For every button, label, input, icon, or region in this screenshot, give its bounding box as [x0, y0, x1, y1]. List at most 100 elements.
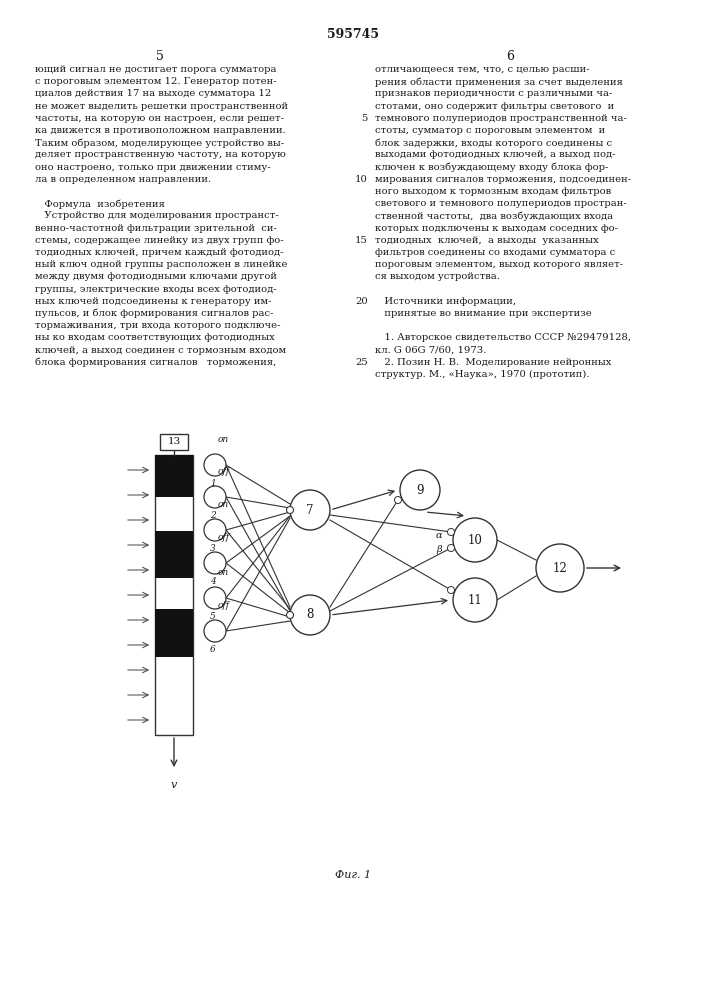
- Text: 12: 12: [553, 562, 568, 574]
- Text: мирования сигналов торможения, подсоединен-: мирования сигналов торможения, подсоедин…: [375, 175, 631, 184]
- Text: ла в определенном направлении.: ла в определенном направлении.: [35, 175, 211, 184]
- Circle shape: [204, 552, 226, 574]
- Circle shape: [204, 519, 226, 541]
- Text: которых подключены к выходам соседних фо-: которых подключены к выходам соседних фо…: [375, 224, 618, 233]
- Text: ключей, а выход соединен с тормозным входом: ключей, а выход соединен с тормозным вхо…: [35, 346, 286, 355]
- Text: деляет пространственную частоту, на которую: деляет пространственную частоту, на кото…: [35, 150, 286, 159]
- Text: с пороговым элементом 12. Генератор потен-: с пороговым элементом 12. Генератор поте…: [35, 77, 276, 86]
- Text: ка движется в противоположном направлении.: ка движется в противоположном направлени…: [35, 126, 286, 135]
- Circle shape: [453, 578, 497, 622]
- Text: on: on: [218, 500, 229, 509]
- Bar: [155, 455, 193, 497]
- Circle shape: [286, 611, 293, 618]
- Text: 4: 4: [210, 577, 216, 586]
- Text: off: off: [218, 601, 230, 610]
- Circle shape: [204, 587, 226, 609]
- Circle shape: [448, 528, 455, 536]
- Text: 5: 5: [361, 114, 368, 123]
- Text: кл. G 06G 7/60, 1973.: кл. G 06G 7/60, 1973.: [375, 346, 486, 355]
- Text: стоты, сумматор с пороговым элементом  и: стоты, сумматор с пороговым элементом и: [375, 126, 605, 135]
- Text: ственной частоты,  два возбуждающих входа: ственной частоты, два возбуждающих входа: [375, 211, 613, 221]
- Text: ного выходом к тормозным входам фильтров: ного выходом к тормозным входам фильтров: [375, 187, 611, 196]
- Text: 25: 25: [355, 358, 368, 367]
- Text: блок задержки, входы которого соединены с: блок задержки, входы которого соединены …: [375, 138, 612, 148]
- Text: тодиодных  ключей,  а выходы  указанных: тодиодных ключей, а выходы указанных: [375, 236, 599, 245]
- Text: Фиг. 1: Фиг. 1: [335, 870, 371, 880]
- Circle shape: [448, 586, 455, 593]
- Circle shape: [290, 595, 330, 635]
- Text: 6: 6: [506, 50, 514, 63]
- Text: блока формирования сигналов   торможения,: блока формирования сигналов торможения,: [35, 358, 276, 367]
- Text: 1. Авторское свидетельство СССР №29479128,: 1. Авторское свидетельство СССР №2947912…: [375, 333, 631, 342]
- Text: светового и темнового полупериодов простран-: светового и темнового полупериодов прост…: [375, 199, 626, 208]
- Text: on: on: [218, 568, 229, 577]
- Text: пульсов, и блок формирования сигналов рас-: пульсов, и блок формирования сигналов ра…: [35, 309, 274, 318]
- Text: 10: 10: [467, 534, 482, 546]
- Text: 1: 1: [210, 479, 216, 488]
- Text: 7: 7: [306, 504, 314, 516]
- Circle shape: [400, 470, 440, 510]
- Text: 13: 13: [168, 438, 180, 446]
- Text: 6: 6: [210, 645, 216, 654]
- Text: не может выделить решетки пространственной: не может выделить решетки пространственн…: [35, 102, 288, 111]
- Text: 2. Позин Н. В.  Моделирование нейронных: 2. Позин Н. В. Моделирование нейронных: [375, 358, 612, 367]
- Text: между двумя фотодиодными ключами другой: между двумя фотодиодными ключами другой: [35, 272, 277, 281]
- Text: 11: 11: [467, 593, 482, 606]
- Text: ный ключ одной группы расположен в линейке: ный ключ одной группы расположен в линей…: [35, 260, 288, 269]
- Circle shape: [448, 544, 455, 552]
- Text: ся выходом устройства.: ся выходом устройства.: [375, 272, 500, 281]
- Text: α: α: [436, 530, 443, 540]
- Text: выходами фотодиодных ключей, а выход под-: выходами фотодиодных ключей, а выход под…: [375, 150, 616, 159]
- Circle shape: [286, 506, 293, 514]
- Text: тодиодных ключей, причем каждый фотодиод-: тодиодных ключей, причем каждый фотодиод…: [35, 248, 284, 257]
- Text: ных ключей подсоединены к генератору им-: ных ключей подсоединены к генератору им-: [35, 297, 271, 306]
- Text: структур. М., «Наука», 1970 (прототип).: структур. М., «Наука», 1970 (прототип).: [375, 370, 590, 379]
- Text: тормаживания, три входа которого подключе-: тормаживания, три входа которого подключ…: [35, 321, 281, 330]
- Text: off: off: [218, 467, 230, 476]
- Text: признаков периодичности с различными ча-: признаков периодичности с различными ча-: [375, 89, 612, 98]
- Text: стотами, оно содержит фильтры светового  и: стотами, оно содержит фильтры светового …: [375, 102, 614, 111]
- Text: циалов действия 17 на выходе сумматора 12: циалов действия 17 на выходе сумматора 1…: [35, 89, 271, 98]
- Text: 10: 10: [355, 175, 368, 184]
- Text: 5: 5: [210, 612, 216, 621]
- Circle shape: [395, 496, 402, 504]
- Text: ключен к возбуждающему входу блока фор-: ключен к возбуждающему входу блока фор-: [375, 163, 609, 172]
- Text: фильтров соединены со входами сумматора с: фильтров соединены со входами сумматора …: [375, 248, 615, 257]
- Text: пороговым элементом, выход которого являет-: пороговым элементом, выход которого явля…: [375, 260, 623, 269]
- Text: частоты, на которую он настроен, если решет-: частоты, на которую он настроен, если ре…: [35, 114, 284, 123]
- Text: Устройство для моделирования пространст-: Устройство для моделирования пространст-: [35, 211, 279, 220]
- Circle shape: [290, 490, 330, 530]
- Text: 595745: 595745: [327, 28, 379, 41]
- Text: принятые во внимание при экспертизе: принятые во внимание при экспертизе: [375, 309, 592, 318]
- Circle shape: [536, 544, 584, 592]
- Text: 20: 20: [355, 297, 368, 306]
- Bar: [160, 434, 188, 450]
- Bar: [155, 531, 193, 578]
- Text: оно настроено, только при движении стиму-: оно настроено, только при движении стиму…: [35, 163, 271, 172]
- Text: стемы, содержащее линейку из двух групп фо-: стемы, содержащее линейку из двух групп …: [35, 236, 284, 245]
- Text: ны ко входам соответствующих фотодиодных: ны ко входам соответствующих фотодиодных: [35, 333, 275, 342]
- Text: Формула  изобретения: Формула изобретения: [35, 199, 165, 209]
- Text: ющий сигнал не достигает порога сумматора: ющий сигнал не достигает порога сумматор…: [35, 65, 276, 74]
- Text: отличающееся тем, что, с целью расши-: отличающееся тем, что, с целью расши-: [375, 65, 590, 74]
- Text: 2: 2: [210, 511, 216, 520]
- Circle shape: [204, 486, 226, 508]
- Text: темнового полупериодов пространственной ча-: темнового полупериодов пространственной …: [375, 114, 627, 123]
- Text: 3: 3: [210, 544, 216, 553]
- Circle shape: [204, 620, 226, 642]
- Text: on: on: [218, 435, 229, 444]
- Text: 8: 8: [306, 608, 314, 621]
- Text: v: v: [171, 780, 177, 790]
- Text: венно-частотной фильтрации зрительной  си-: венно-частотной фильтрации зрительной си…: [35, 224, 277, 233]
- Bar: [155, 609, 193, 657]
- Text: Источники информации,: Источники информации,: [375, 297, 516, 306]
- Text: Таким образом, моделирующее устройство вы-: Таким образом, моделирующее устройство в…: [35, 138, 284, 148]
- Circle shape: [204, 454, 226, 476]
- Text: 9: 9: [416, 484, 423, 496]
- Text: 15: 15: [355, 236, 368, 245]
- Text: рения области применения за счет выделения: рения области применения за счет выделен…: [375, 77, 623, 87]
- Text: 5: 5: [156, 50, 164, 63]
- Text: группы, электрические входы всех фотодиод-: группы, электрические входы всех фотодио…: [35, 285, 276, 294]
- Text: off: off: [218, 533, 230, 542]
- Bar: [155, 455, 193, 735]
